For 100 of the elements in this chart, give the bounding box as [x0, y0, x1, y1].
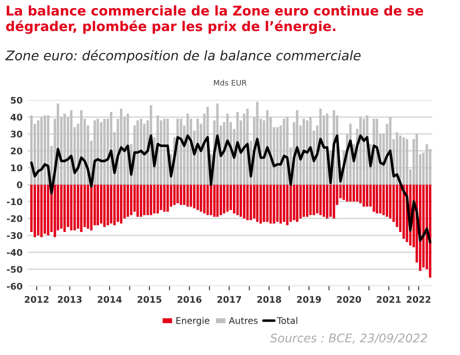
bar: [186, 114, 189, 185]
x-tick-label: 2013: [58, 296, 82, 303]
bar: [379, 184, 382, 214]
bar: [203, 184, 206, 214]
bar: [306, 120, 308, 185]
bar: [166, 184, 169, 212]
x-tick-label: 2012: [24, 296, 48, 303]
bar: [73, 184, 76, 230]
bar: [302, 184, 305, 217]
y-tick-label: -60: [6, 282, 22, 290]
bar: [376, 118, 378, 185]
bar: [389, 184, 392, 218]
bar: [120, 108, 122, 185]
bar: [213, 184, 216, 217]
bar: [96, 118, 99, 185]
bar: [46, 184, 50, 236]
bar: [346, 184, 348, 202]
y-tick-label: -50: [6, 266, 22, 273]
bar: [279, 184, 282, 224]
bar: [206, 184, 209, 216]
bar: [306, 184, 308, 217]
bar: [120, 184, 122, 224]
bar: [253, 184, 256, 218]
bar: [352, 184, 355, 202]
x-tick-label: 2022: [406, 296, 430, 303]
bar: [296, 184, 298, 222]
bar: [70, 184, 72, 230]
y-tick-label: -20: [6, 215, 22, 222]
bar: [63, 184, 66, 232]
bar: [100, 122, 102, 185]
bar: [276, 127, 279, 185]
bar: [326, 184, 328, 218]
legend-label: Energie: [176, 316, 210, 326]
bar: [250, 184, 252, 220]
bar: [106, 184, 110, 226]
bar: [399, 136, 402, 185]
bar: [60, 184, 63, 229]
bar: [130, 184, 132, 216]
x-tick-label: 2021: [376, 296, 401, 303]
x-tick-label: 2016: [178, 296, 202, 303]
bar: [143, 184, 146, 216]
bar: [356, 184, 358, 202]
bar: [259, 184, 262, 224]
bar: [63, 114, 66, 185]
bar: [100, 184, 102, 224]
bar: [242, 184, 246, 218]
legend-label: Total: [276, 316, 298, 324]
bar: [266, 184, 269, 222]
x-tick-label: 2020: [337, 296, 362, 303]
bar: [230, 184, 232, 210]
y-tick-label: 50: [10, 96, 22, 104]
bar: [222, 184, 226, 214]
bar: [36, 120, 40, 185]
bar: [80, 110, 83, 185]
bar: [146, 184, 149, 216]
bar: [269, 184, 272, 224]
bar: [362, 118, 366, 185]
y-tick-label: 30: [10, 130, 22, 138]
x-tick-label: 2018: [257, 296, 282, 303]
y-tick-label: 10: [11, 164, 22, 172]
bar: [376, 184, 378, 214]
bar: [240, 184, 242, 217]
bar: [266, 110, 269, 185]
bar: [426, 144, 428, 185]
line-series: [30, 134, 432, 244]
bar: [232, 184, 236, 214]
legend-label: Autres: [228, 317, 258, 324]
bar: [428, 184, 432, 278]
x-tick-label: 2015: [138, 296, 162, 303]
bar: [136, 120, 139, 185]
bar: [302, 118, 305, 185]
bar: [186, 184, 189, 207]
bar: [322, 184, 326, 217]
bar: [116, 184, 120, 222]
bar: [312, 184, 316, 216]
bar: [163, 118, 166, 185]
bar: [44, 184, 46, 234]
bar: [193, 184, 196, 208]
bar: [402, 137, 405, 185]
bar: [90, 184, 93, 230]
chart-title: La balance commerciale de la Zone euro continue de se dégrader, plombée par les prix de l’énergie.: [6, 5, 424, 34]
bar: [44, 115, 46, 185]
bar: [332, 184, 336, 218]
bar: [196, 118, 199, 185]
y-tick-label: -30: [6, 232, 22, 239]
bar: [220, 184, 222, 216]
bar: [366, 184, 368, 207]
y-tick-label: -10: [6, 198, 22, 206]
bar: [173, 184, 176, 205]
bar: [126, 184, 130, 217]
bar: [136, 184, 139, 217]
bar: [163, 184, 166, 212]
bar: [156, 184, 159, 214]
bar: [54, 184, 56, 238]
bar: [30, 115, 33, 185]
y-tick-label: 40: [10, 114, 22, 121]
bar: [153, 184, 156, 214]
bar: [276, 184, 279, 222]
source-note: Sources : BCE, 23/09/2022: [270, 334, 428, 344]
bar: [70, 110, 72, 185]
